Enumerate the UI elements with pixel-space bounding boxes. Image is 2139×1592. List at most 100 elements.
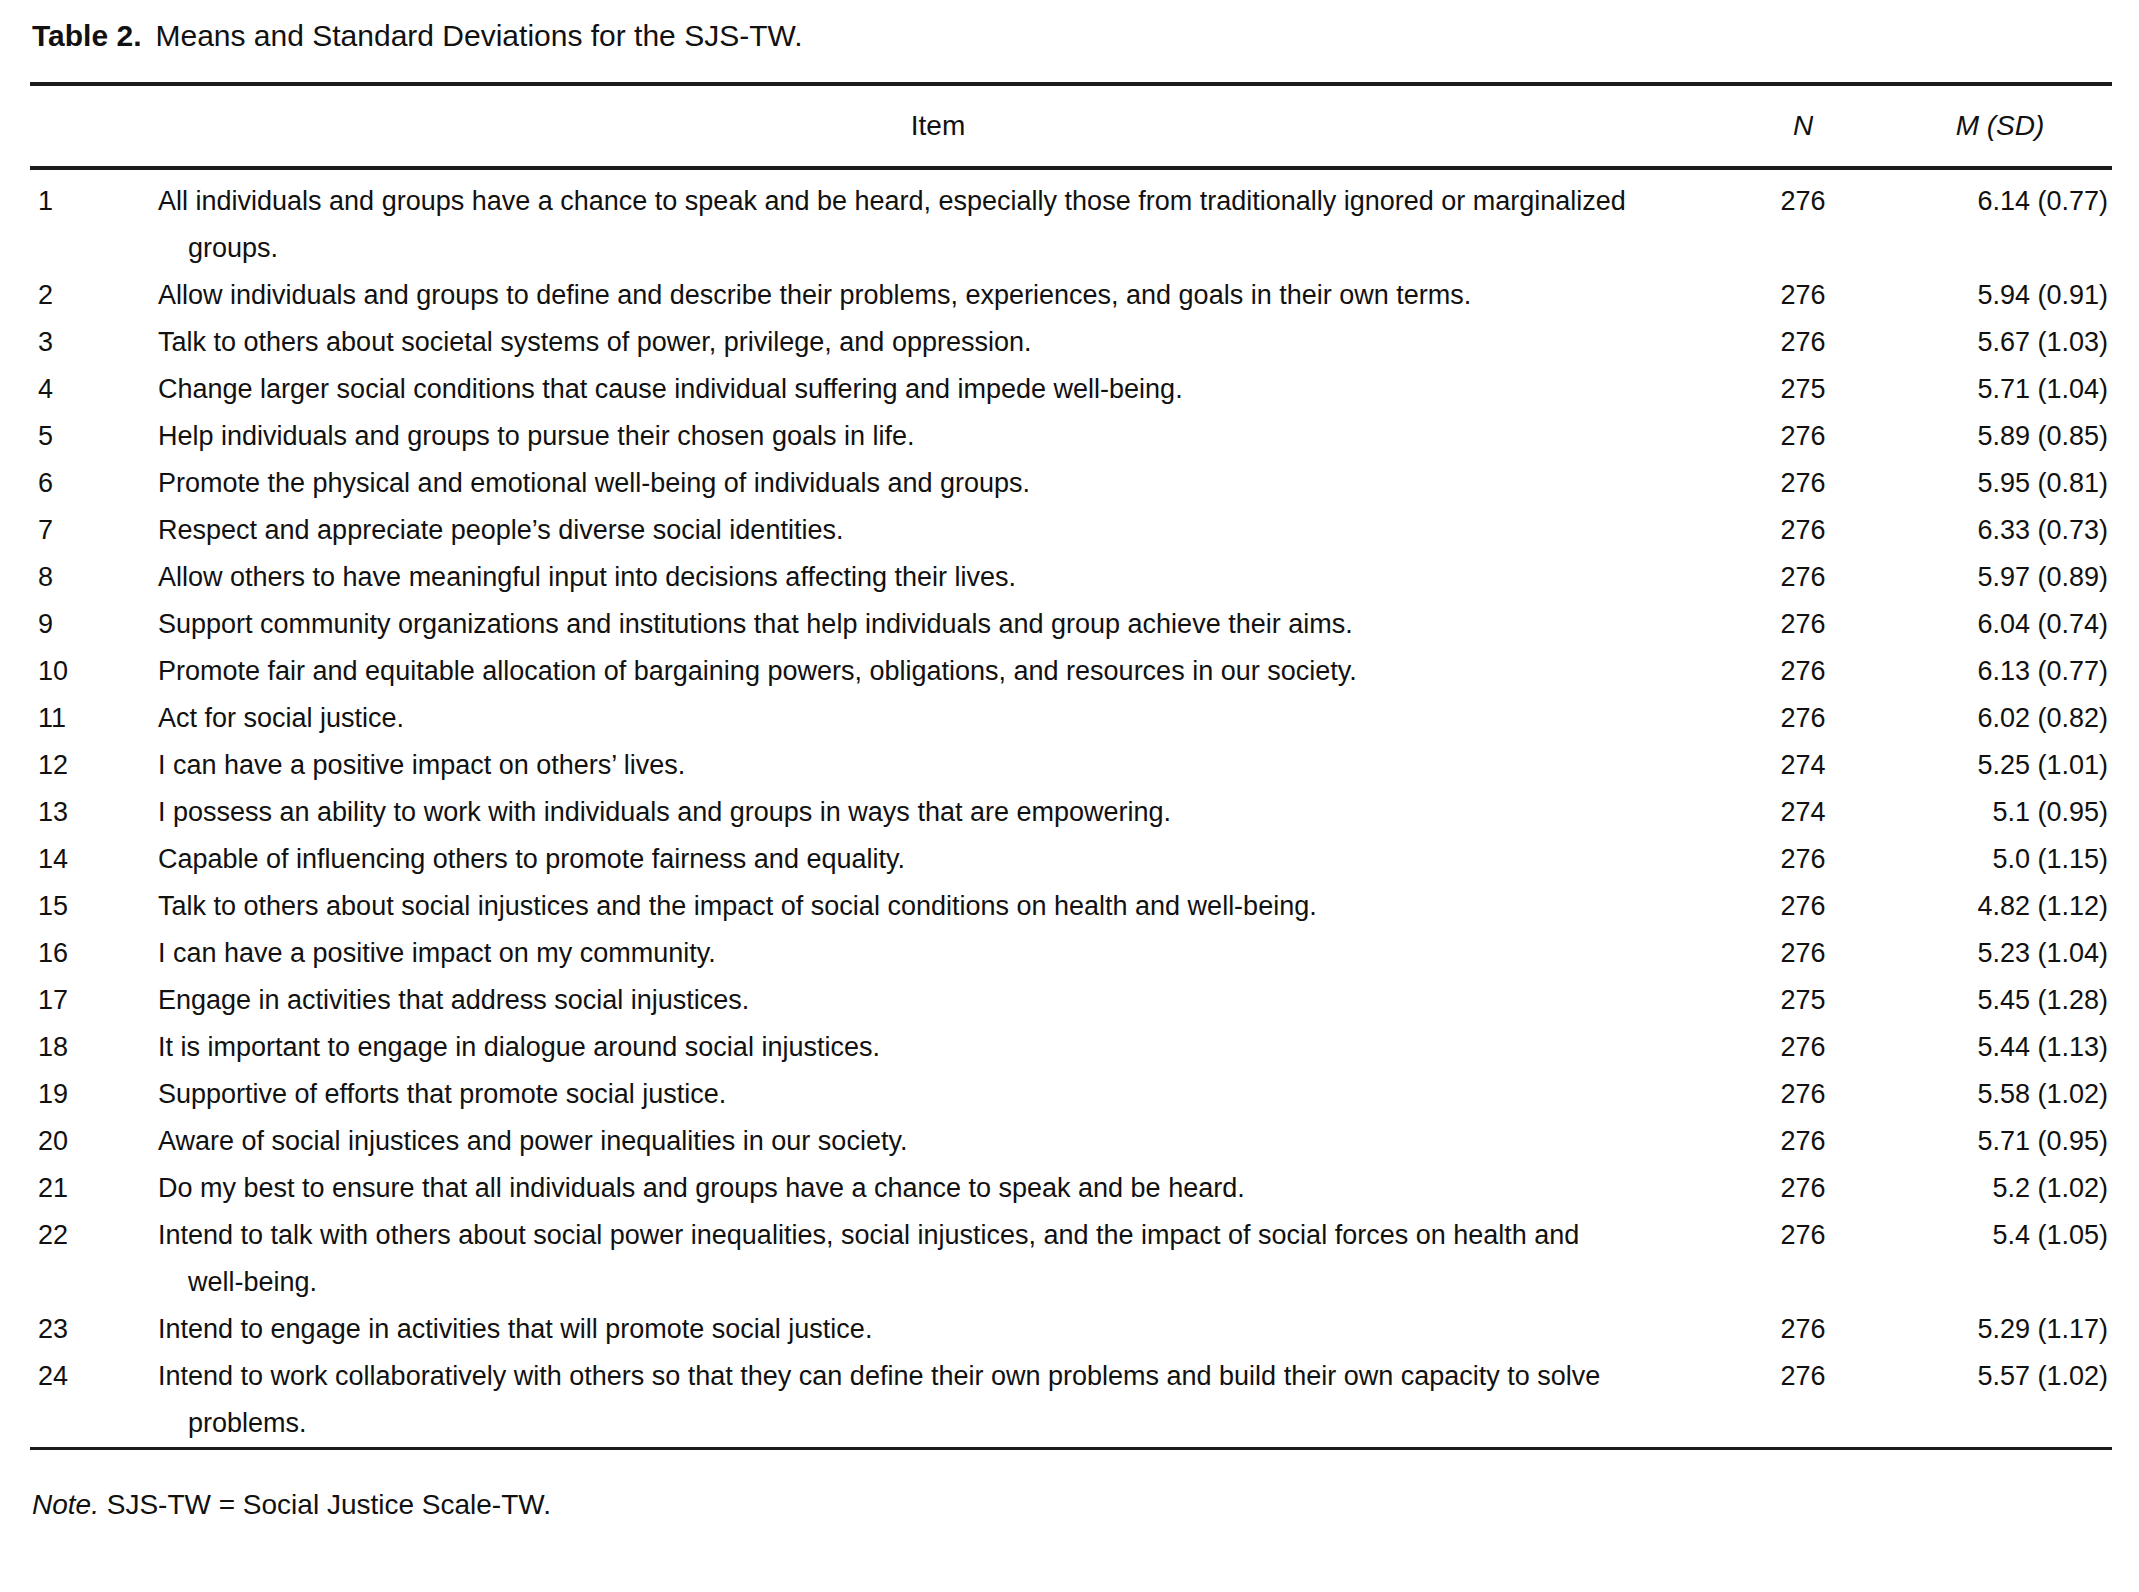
table-row: 18 It is important to engage in dialogue…	[30, 1024, 2112, 1071]
column-header-msd: M (SD)	[1888, 84, 2112, 168]
table-row: 17 Engage in activities that address soc…	[30, 977, 2112, 1024]
table-row: 20 Aware of social injustices and power …	[30, 1118, 2112, 1165]
table-number-label: Table 2.	[32, 19, 141, 52]
item-text: All individuals and groups have a chance…	[158, 168, 1718, 272]
item-n-value: 274	[1718, 789, 1888, 836]
item-mean-sd-value: 5.97 (0.89)	[1888, 554, 2112, 601]
paper-page: Table 2. Means and Standard Deviations fo…	[0, 0, 2139, 1592]
item-number: 17	[30, 977, 158, 1024]
item-number: 10	[30, 648, 158, 695]
item-mean-sd-value: 5.0 (1.15)	[1888, 836, 2112, 883]
item-number: 2	[30, 272, 158, 319]
item-number: 21	[30, 1165, 158, 1212]
item-text: Promote fair and equitable allocation of…	[158, 648, 1718, 695]
item-n-value: 276	[1718, 648, 1888, 695]
item-n-value: 276	[1718, 1118, 1888, 1165]
item-mean-sd-value: 5.2 (1.02)	[1888, 1165, 2112, 1212]
table-row: 19 Supportive of efforts that promote so…	[30, 1071, 2112, 1118]
item-n-value: 275	[1718, 977, 1888, 1024]
item-text: Support community organizations and inst…	[158, 601, 1718, 648]
item-n-value: 276	[1718, 168, 1888, 272]
item-n-value: 276	[1718, 1165, 1888, 1212]
item-mean-sd-value: 5.71 (1.04)	[1888, 366, 2112, 413]
item-text: Capable of influencing others to promote…	[158, 836, 1718, 883]
table-row: 16 I can have a positive impact on my co…	[30, 930, 2112, 977]
item-number: 15	[30, 883, 158, 930]
item-mean-sd-value: 5.71 (0.95)	[1888, 1118, 2112, 1165]
table-row: 15 Talk to others about social injustice…	[30, 883, 2112, 930]
table-row: 9 Support community organizations and in…	[30, 601, 2112, 648]
item-number: 5	[30, 413, 158, 460]
note-label: Note.	[32, 1489, 99, 1520]
stats-table: Item N M (SD) 1 All individuals and grou…	[30, 82, 2112, 1450]
item-number: 7	[30, 507, 158, 554]
table-row: 14 Capable of influencing others to prom…	[30, 836, 2112, 883]
table-row: 11 Act for social justice. 276 6.02 (0.8…	[30, 695, 2112, 742]
table-note: Note. SJS-TW = Social Justice Scale-TW.	[32, 1488, 2112, 1522]
item-n-value: 276	[1718, 413, 1888, 460]
item-mean-sd-value: 6.33 (0.73)	[1888, 507, 2112, 554]
table-row: 3 Talk to others about societal systems …	[30, 319, 2112, 366]
item-mean-sd-value: 5.1 (0.95)	[1888, 789, 2112, 836]
table-row: 4 Change larger social conditions that c…	[30, 366, 2112, 413]
item-text: Supportive of efforts that promote socia…	[158, 1071, 1718, 1118]
item-number: 6	[30, 460, 158, 507]
item-n-value: 276	[1718, 460, 1888, 507]
item-mean-sd-value: 5.4 (1.05)	[1888, 1212, 2112, 1306]
item-n-value: 276	[1718, 554, 1888, 601]
item-mean-sd-value: 4.82 (1.12)	[1888, 883, 2112, 930]
item-number: 11	[30, 695, 158, 742]
item-mean-sd-value: 6.04 (0.74)	[1888, 601, 2112, 648]
item-n-value: 276	[1718, 1306, 1888, 1353]
item-mean-sd-value: 6.02 (0.82)	[1888, 695, 2112, 742]
table-row: 5 Help individuals and groups to pursue …	[30, 413, 2112, 460]
table-row: 23 Intend to engage in activities that w…	[30, 1306, 2112, 1353]
item-mean-sd-value: 5.67 (1.03)	[1888, 319, 2112, 366]
item-mean-sd-value: 5.89 (0.85)	[1888, 413, 2112, 460]
item-text: I possess an ability to work with indivi…	[158, 789, 1718, 836]
item-number: 14	[30, 836, 158, 883]
item-number: 1	[30, 168, 158, 272]
item-n-value: 276	[1718, 601, 1888, 648]
column-header-n: N	[1718, 84, 1888, 168]
table-row: 21 Do my best to ensure that all individ…	[30, 1165, 2112, 1212]
item-number: 9	[30, 601, 158, 648]
item-mean-sd-value: 6.14 (0.77)	[1888, 168, 2112, 272]
item-n-value: 276	[1718, 319, 1888, 366]
item-text: Promote the physical and emotional well-…	[158, 460, 1718, 507]
item-number: 16	[30, 930, 158, 977]
item-text: Talk to others about social injustices a…	[158, 883, 1718, 930]
item-n-value: 276	[1718, 836, 1888, 883]
item-mean-sd-value: 5.57 (1.02)	[1888, 1353, 2112, 1449]
item-text: Respect and appreciate people’s diverse …	[158, 507, 1718, 554]
item-text: Help individuals and groups to pursue th…	[158, 413, 1718, 460]
item-n-value: 275	[1718, 366, 1888, 413]
item-n-value: 276	[1718, 272, 1888, 319]
item-text: Do my best to ensure that all individual…	[158, 1165, 1718, 1212]
item-n-value: 274	[1718, 742, 1888, 789]
item-mean-sd-value: 5.25 (1.01)	[1888, 742, 2112, 789]
item-text: Engage in activities that address social…	[158, 977, 1718, 1024]
table-row: 7 Respect and appreciate people’s divers…	[30, 507, 2112, 554]
item-text: Intend to talk with others about social …	[158, 1212, 1718, 1306]
item-text: Allow individuals and groups to define a…	[158, 272, 1718, 319]
item-text: Act for social justice.	[158, 695, 1718, 742]
item-text: Talk to others about societal systems of…	[158, 319, 1718, 366]
item-text: I can have a positive impact on others’ …	[158, 742, 1718, 789]
table-row: 10 Promote fair and equitable allocation…	[30, 648, 2112, 695]
item-number: 24	[30, 1353, 158, 1449]
item-mean-sd-value: 5.23 (1.04)	[1888, 930, 2112, 977]
item-n-value: 276	[1718, 1212, 1888, 1306]
table-row: 2 Allow individuals and groups to define…	[30, 272, 2112, 319]
item-n-value: 276	[1718, 1024, 1888, 1071]
item-mean-sd-value: 5.58 (1.02)	[1888, 1071, 2112, 1118]
item-number: 4	[30, 366, 158, 413]
item-n-value: 276	[1718, 1353, 1888, 1449]
item-n-value: 276	[1718, 883, 1888, 930]
table-caption: Means and Standard Deviations for the SJ…	[155, 19, 802, 52]
item-number: 19	[30, 1071, 158, 1118]
item-mean-sd-value: 5.95 (0.81)	[1888, 460, 2112, 507]
table-body: 1 All individuals and groups have a chan…	[30, 168, 2112, 1449]
table-title: Table 2. Means and Standard Deviations fo…	[32, 14, 2112, 58]
item-text: It is important to engage in dialogue ar…	[158, 1024, 1718, 1071]
